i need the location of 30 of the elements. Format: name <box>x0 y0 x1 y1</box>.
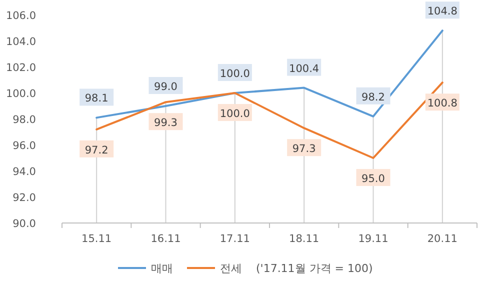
x-tick-label: 17.11 <box>220 233 250 245</box>
y-tick-label: 98.0 <box>12 114 36 126</box>
data-label: 100.0 <box>220 108 250 120</box>
legend-label: 전세 <box>220 262 242 275</box>
data-label: 100.4 <box>289 62 320 75</box>
y-tick-label: 100.0 <box>6 88 36 100</box>
legend-label: 매매 <box>151 262 173 275</box>
data-label: 99.0 <box>154 81 178 93</box>
x-tick-label: 15.11 <box>82 233 112 245</box>
y-tick-label: 92.0 <box>12 192 36 204</box>
x-tick-label: 19.11 <box>358 233 388 245</box>
y-tick-label: 106.0 <box>6 10 36 22</box>
y-tick-label: 104.0 <box>6 36 36 48</box>
data-label: 97.2 <box>84 144 108 156</box>
y-tick-label: 96.0 <box>12 140 36 152</box>
data-label: 95.0 <box>362 173 385 185</box>
y-tick-label: 102.0 <box>6 62 36 74</box>
data-label: 100.0 <box>220 68 250 80</box>
text: ('17.11월 가격 = 100) <box>256 262 373 275</box>
y-tick-label: 94.0 <box>12 166 36 178</box>
data-label: 100.8 <box>427 98 458 110</box>
x-tick-label: 20.11 <box>427 233 458 245</box>
x-tick-label: 18.11 <box>289 233 320 245</box>
data-label: 98.2 <box>362 91 385 104</box>
data-label: 99.3 <box>154 117 178 130</box>
data-label: 104.8 <box>427 6 458 18</box>
data-label: 97.3 <box>292 143 316 156</box>
x-tick-label: 16.11 <box>150 233 181 245</box>
data-label: 98.1 <box>84 92 108 105</box>
y-tick-label: 90.0 <box>12 218 36 230</box>
